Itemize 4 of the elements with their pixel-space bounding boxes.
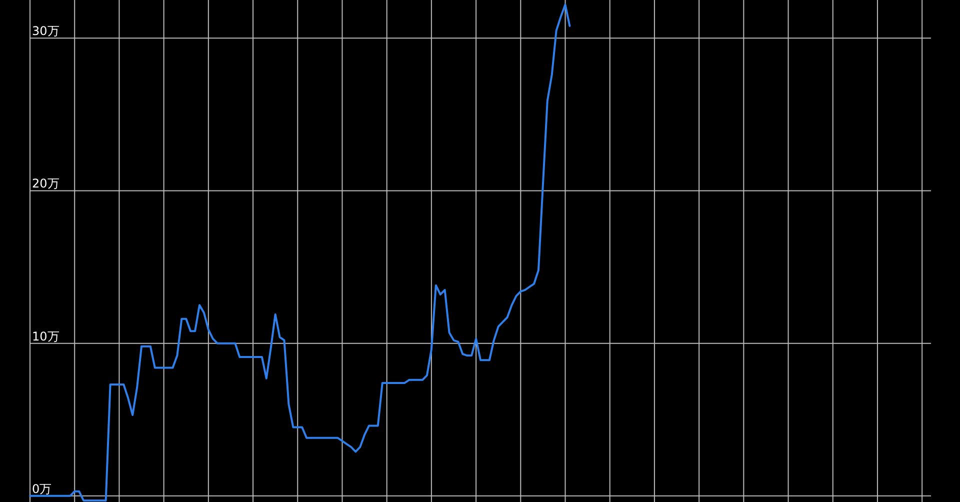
y-tick-label: 30万 <box>32 24 60 38</box>
y-tick-label: 10万 <box>32 329 60 344</box>
y-tick-label: 0万 <box>32 482 52 496</box>
y-tick-label: 20万 <box>32 176 60 191</box>
